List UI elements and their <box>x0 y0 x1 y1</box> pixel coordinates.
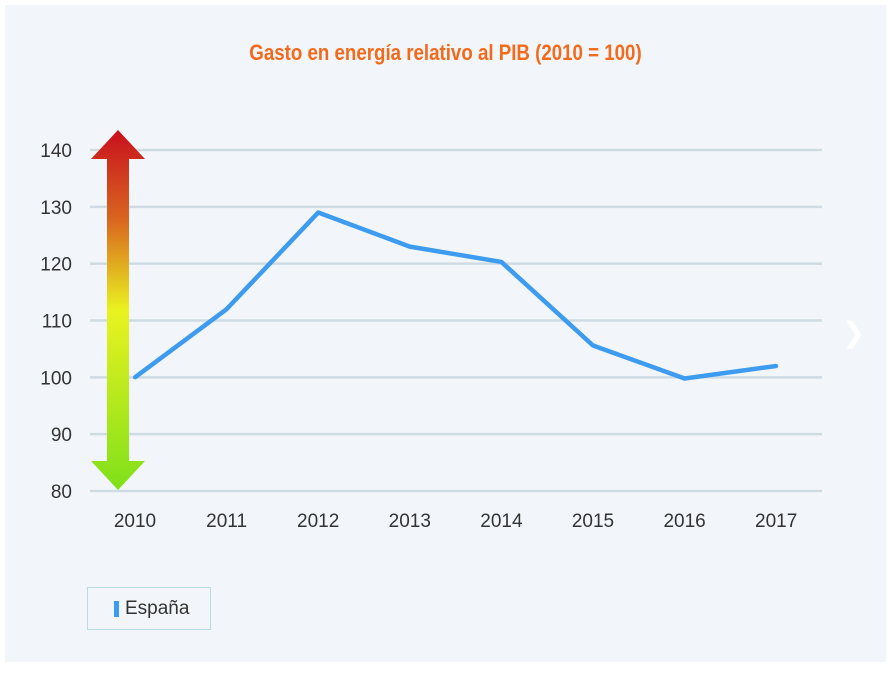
x-tick-label: 2015 <box>572 511 614 532</box>
x-tick-label: 2014 <box>480 511 523 532</box>
y-tick-label: 90 <box>51 425 72 446</box>
y-tick-label: 140 <box>40 141 72 162</box>
data-point <box>682 376 687 381</box>
data-point <box>133 375 137 380</box>
y-tick-label: 110 <box>42 312 72 333</box>
series-line <box>133 210 777 381</box>
chart-title: Gasto en energía relativo al PIB (2010 =… <box>249 40 642 65</box>
data-point <box>407 244 412 249</box>
legend: España <box>87 587 211 630</box>
legend-label: España <box>125 597 190 619</box>
y-tick-label: 100 <box>40 368 72 389</box>
data-point <box>774 363 779 368</box>
chevron-right-icon[interactable]: ❯ <box>842 317 866 348</box>
data-point <box>316 210 321 215</box>
y-tick-label: 80 <box>51 482 72 503</box>
legend-swatch <box>114 600 119 617</box>
gradient-arrow <box>91 130 145 490</box>
x-tick-label: 2017 <box>755 511 797 532</box>
data-point <box>224 307 229 312</box>
x-tick-label: 2011 <box>206 511 247 532</box>
y-tick-label: 130 <box>40 198 72 219</box>
data-point <box>499 259 504 264</box>
x-tick-label: 2012 <box>297 511 339 532</box>
x-tick-label: 2013 <box>389 511 431 532</box>
data-point <box>591 343 595 348</box>
y-tick-label: 120 <box>40 255 72 276</box>
chart-background <box>5 5 886 662</box>
x-tick-label: 2016 <box>663 511 705 532</box>
x-tick-label: 2010 <box>114 511 156 532</box>
